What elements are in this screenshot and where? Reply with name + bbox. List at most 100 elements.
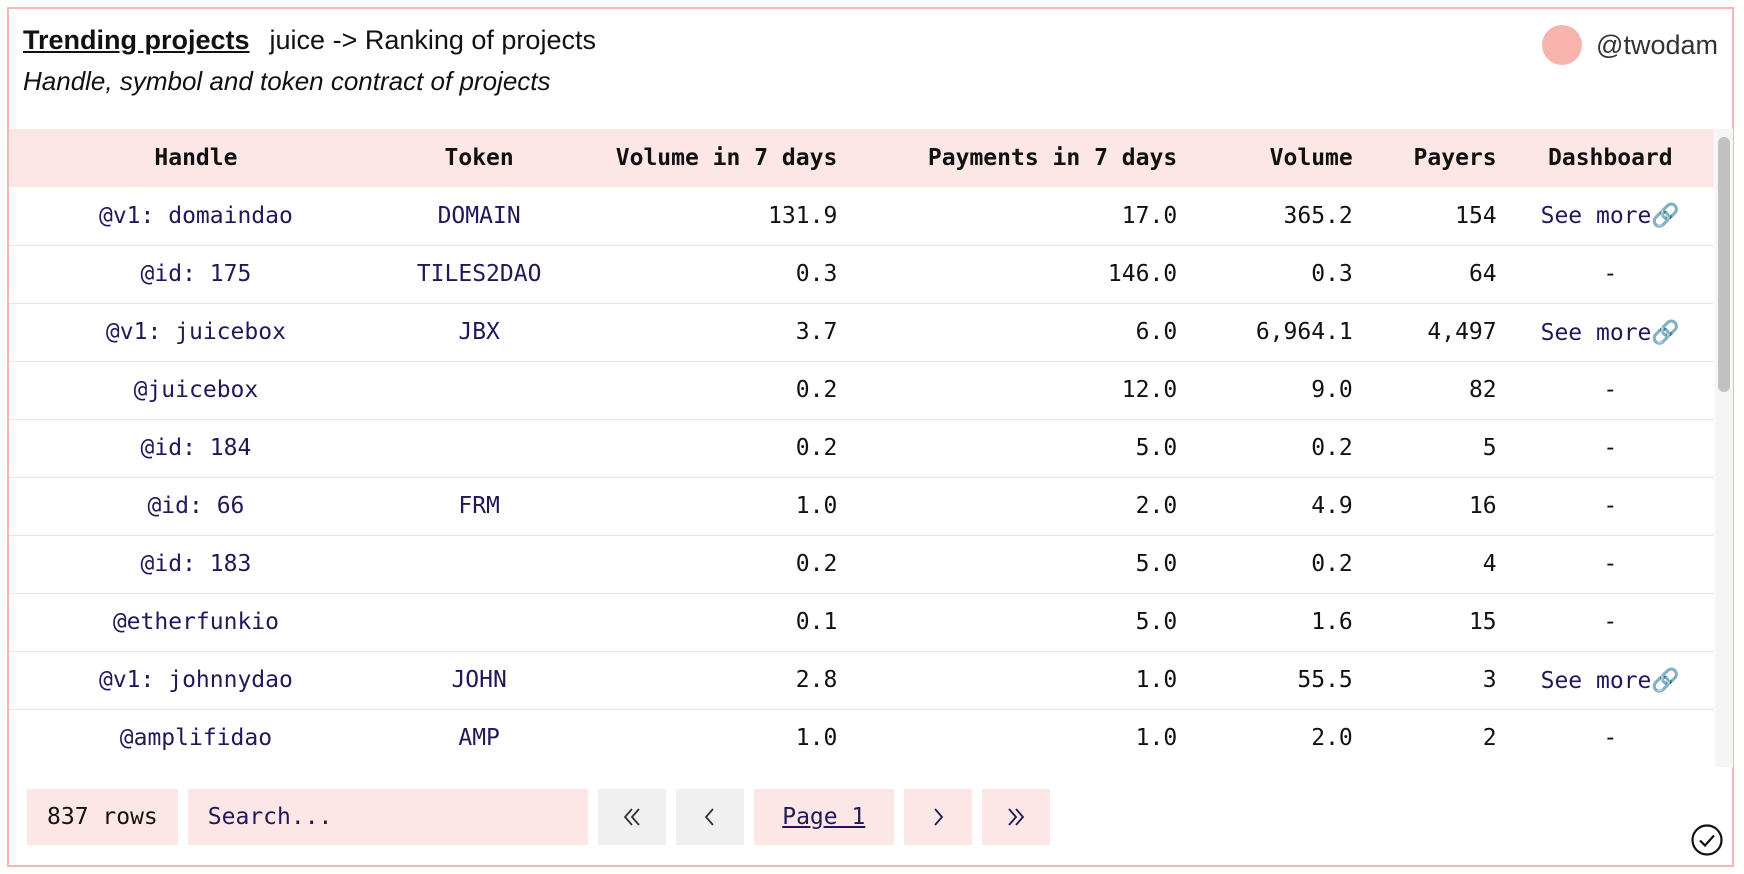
- payers-cell: 2: [1482, 725, 1497, 751]
- volume-7d-cell: 131.9: [768, 202, 838, 229]
- dashboard-cell: -: [1603, 609, 1618, 635]
- table-row: @id: 183 0.2 5.0 0.2 4 -: [9, 535, 1714, 593]
- handle-cell: @juicebox: [133, 377, 259, 403]
- payers-cell: 15: [1468, 609, 1497, 635]
- breadcrumb: juice -> Ranking of projects: [269, 25, 596, 55]
- page-indicator[interactable]: Page 1: [753, 789, 894, 845]
- volume-7d-cell: 0.3: [795, 261, 838, 287]
- volume-cell: 2.0: [1311, 725, 1353, 751]
- payers-cell: 5: [1482, 435, 1497, 461]
- header: Trending projects juice -> Ranking of pr…: [23, 25, 1718, 115]
- payers-cell: 16: [1468, 493, 1497, 519]
- column-header-volume[interactable]: Volume: [1269, 145, 1353, 171]
- payments-7d-cell: 146.0: [1107, 261, 1178, 287]
- dashboard-cell: -: [1603, 551, 1618, 577]
- volume-cell: 55.5: [1297, 667, 1353, 693]
- handle-cell: @id: 66: [147, 493, 245, 519]
- column-header-payments-7d[interactable]: Payments in 7 days: [927, 145, 1178, 171]
- column-header-volume-7d[interactable]: Volume in 7 days: [615, 145, 838, 171]
- table-row: @id: 66 FRM 1.0 2.0 4.9 16 -: [9, 477, 1714, 535]
- handle-cell: @v1: juicebox: [105, 319, 286, 345]
- payments-7d-cell: 5.0: [1135, 609, 1178, 635]
- payments-7d-cell: 1.0: [1135, 667, 1178, 693]
- payers-cell: 154: [1455, 202, 1497, 229]
- volume-cell: 4.9: [1311, 493, 1353, 519]
- volume-cell: 365.2: [1283, 202, 1353, 229]
- double-chevron-right-icon: [1008, 808, 1024, 826]
- payers-cell: 4,497: [1427, 319, 1497, 345]
- volume-cell: 1.6: [1311, 609, 1353, 635]
- previous-page-button[interactable]: [675, 789, 744, 845]
- payments-7d-cell: 2.0: [1135, 493, 1178, 519]
- vertical-scrollbar[interactable]: [1715, 129, 1733, 767]
- token-cell: [383, 361, 576, 419]
- avatar[interactable]: [1542, 25, 1583, 65]
- column-header-token[interactable]: Token: [444, 145, 514, 171]
- payments-7d-cell: 5.0: [1135, 435, 1178, 461]
- handle-cell: @etherfunkio: [112, 609, 279, 635]
- projects-table: Handle Token Volume in 7 days Payments i…: [9, 129, 1714, 767]
- token-cell: AMP: [458, 725, 500, 751]
- table-row: @juicebox 0.2 12.0 9.0 82 -: [9, 361, 1714, 419]
- volume-7d-cell: 1.0: [795, 493, 838, 519]
- see-more-link[interactable]: See more🔗: [1540, 203, 1681, 230]
- volume-7d-cell: 3.7: [795, 319, 838, 345]
- see-more-link[interactable]: See more🔗: [1540, 667, 1681, 694]
- volume-cell: 9.0: [1311, 377, 1353, 403]
- payments-7d-cell: 5.0: [1135, 551, 1178, 577]
- table-row: @etherfunkio 0.1 5.0 1.6 15 -: [9, 593, 1714, 651]
- first-page-button[interactable]: [597, 789, 666, 845]
- payments-7d-cell: 12.0: [1121, 377, 1178, 403]
- last-page-button[interactable]: [981, 789, 1050, 845]
- user-badge[interactable]: @twodam: [1542, 25, 1718, 65]
- volume-7d-cell: 1.0: [795, 725, 838, 751]
- dashboard-cell: -: [1603, 725, 1618, 751]
- table-container: Handle Token Volume in 7 days Payments i…: [9, 129, 1714, 767]
- scrollbar-thumb[interactable]: [1718, 137, 1730, 392]
- column-header-payers[interactable]: Payers: [1413, 145, 1497, 171]
- payments-7d-cell: 17.0: [1121, 202, 1178, 229]
- token-cell: TILES2DAO: [416, 261, 542, 287]
- payers-cell: 64: [1468, 261, 1497, 287]
- payments-7d-cell: 6.0: [1135, 319, 1178, 345]
- dashboard-cell: -: [1603, 261, 1618, 287]
- handle-cell: @id: 184: [140, 435, 252, 461]
- volume-7d-cell: 0.1: [795, 609, 838, 635]
- table-footer: 837 rows Page 1: [27, 789, 1060, 845]
- double-chevron-left-icon: [623, 808, 640, 826]
- chevron-right-icon: [934, 808, 943, 826]
- volume-7d-cell: 0.2: [795, 435, 838, 461]
- handle-cell: @id: 175: [140, 261, 252, 287]
- token-cell: [383, 593, 576, 651]
- table-row: @v1: domaindao DOMAIN 131.9 17.0 365.2 1…: [9, 187, 1714, 245]
- table-row: @id: 175 TILES2DAO 0.3 146.0 0.3 64 -: [9, 245, 1714, 303]
- check-circle-icon[interactable]: [1690, 823, 1724, 857]
- dashboard-cell: -: [1603, 377, 1618, 403]
- table-row: @v1: johnnydao JOHN 2.8 1.0 55.5 3 See m…: [9, 651, 1714, 709]
- table-row: @v1: juicebox JBX 3.7 6.0 6,964.1 4,497 …: [9, 303, 1714, 361]
- payers-cell: 4: [1482, 551, 1497, 577]
- column-header-handle[interactable]: Handle: [154, 145, 238, 171]
- trending-projects-link[interactable]: Trending projects: [23, 25, 250, 55]
- payers-cell: 3: [1482, 667, 1497, 693]
- next-page-button[interactable]: [903, 789, 972, 845]
- payments-7d-cell: 1.0: [1135, 725, 1178, 751]
- volume-7d-cell: 2.8: [795, 667, 838, 693]
- column-header-dashboard[interactable]: Dashboard: [1548, 145, 1673, 171]
- token-cell: DOMAIN: [437, 202, 521, 229]
- dashboard-cell: -: [1603, 493, 1618, 519]
- username[interactable]: @twodam: [1596, 29, 1718, 60]
- page-subtitle: Handle, symbol and token contract of pro…: [23, 66, 551, 96]
- title-row: Trending projects juice -> Ranking of pr…: [23, 25, 1718, 56]
- handle-cell: @amplifidao: [119, 725, 273, 751]
- rows-count: 837 rows: [27, 789, 178, 845]
- chevron-left-icon: [704, 808, 714, 826]
- token-cell: FRM: [458, 493, 500, 519]
- see-more-link[interactable]: See more🔗: [1540, 319, 1681, 346]
- widget-frame: Trending projects juice -> Ranking of pr…: [7, 7, 1734, 867]
- search-input[interactable]: [187, 789, 588, 845]
- token-cell: [383, 419, 576, 477]
- volume-cell: 0.2: [1311, 435, 1353, 461]
- volume-cell: 0.2: [1311, 551, 1353, 577]
- token-cell: JOHN: [451, 667, 507, 693]
